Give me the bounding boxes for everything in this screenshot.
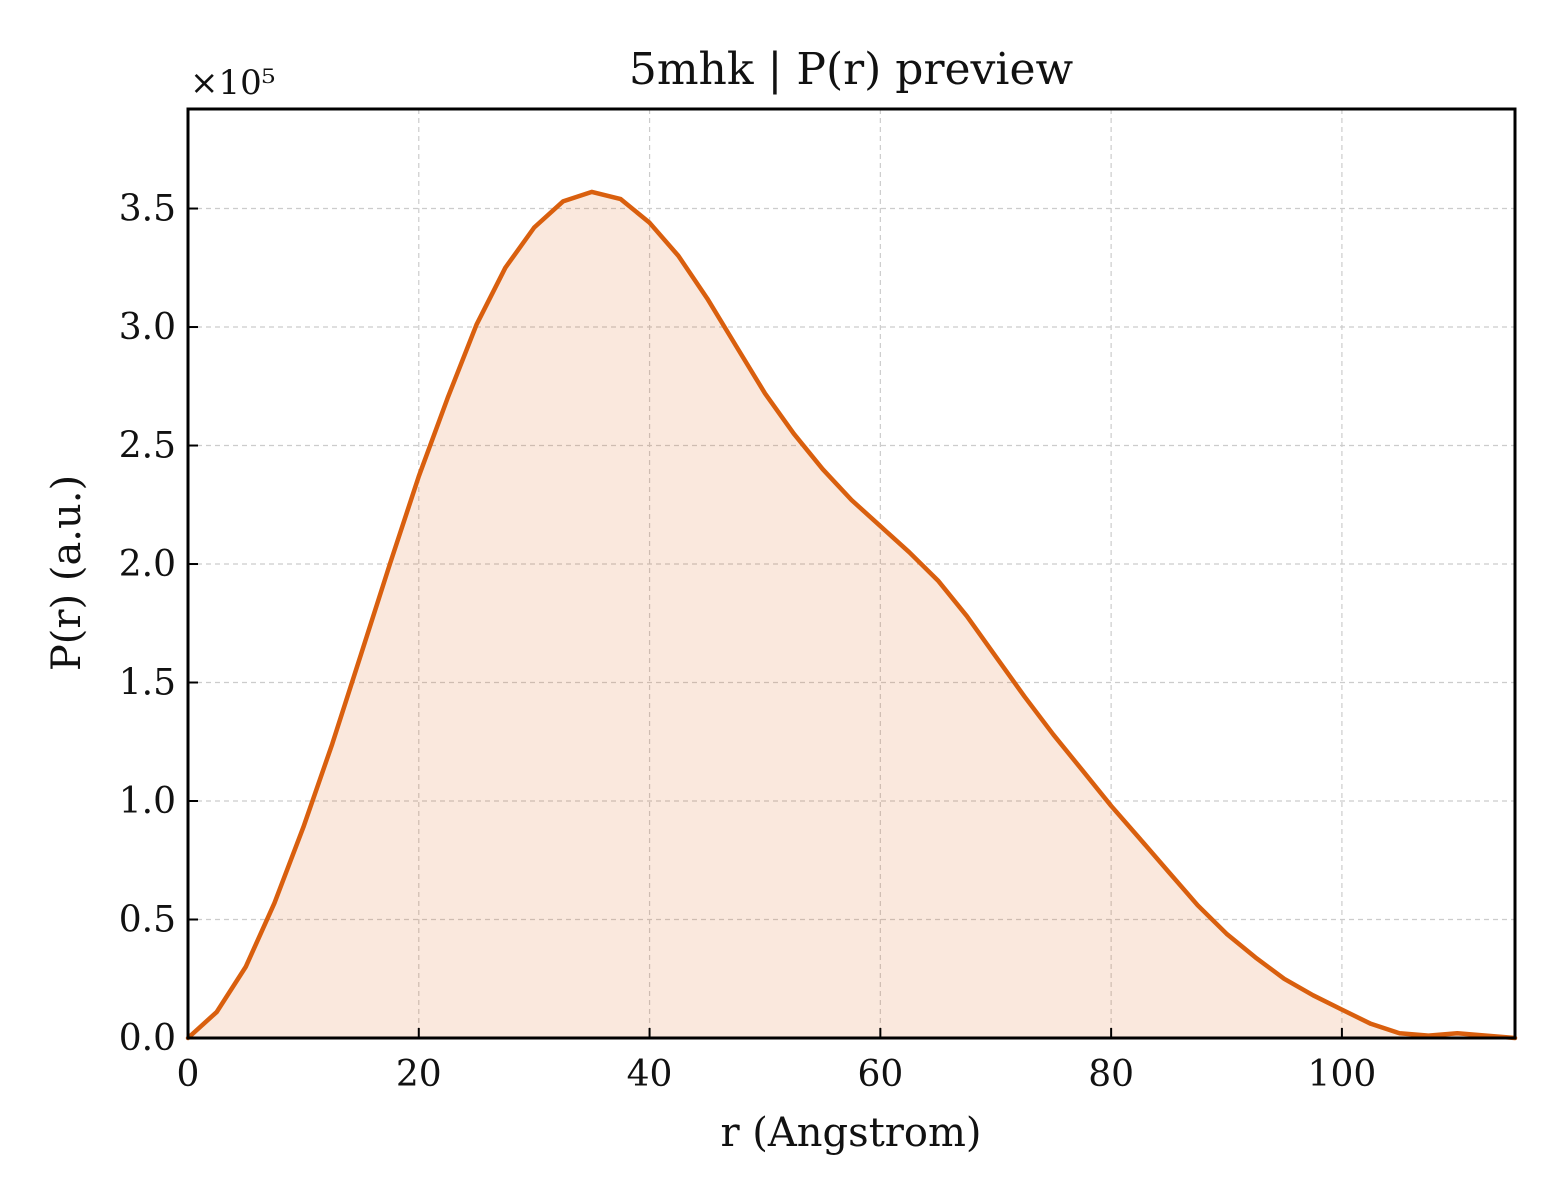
- y-axis-label: P(r) (a.u.): [44, 475, 90, 671]
- data-line: [185, 189, 1518, 1041]
- ticks: 0 20 40 60 80 100 0.0 0.5 1.0 1.5 2.0 2.5 3.0 3.5: [119, 189, 1377, 1095]
- y-scale-factor: ×10⁵: [190, 63, 275, 103]
- y-tick-label: 1.0: [119, 781, 176, 822]
- y-tick-label: 2.0: [119, 544, 176, 585]
- x-tick-label: 80: [1088, 1054, 1134, 1095]
- y-tick-label: 3.0: [119, 307, 176, 348]
- y-tick-label: 3.5: [119, 189, 176, 230]
- plot-frame: [186, 107, 1517, 1040]
- x-axis-label: r (Angstrom): [720, 1110, 981, 1156]
- y-tick-label: 0.5: [119, 900, 176, 941]
- x-tick-label: 0: [177, 1054, 200, 1095]
- chart-title: 5mhk | P(r) preview: [629, 44, 1074, 95]
- x-tick-label: 60: [857, 1054, 903, 1095]
- y-tick-label: 0.0: [119, 1018, 176, 1059]
- x-tick-label: 20: [396, 1054, 442, 1095]
- x-tick-label: 40: [627, 1054, 673, 1095]
- x-tick-label: 100: [1308, 1054, 1377, 1095]
- grid: [188, 109, 1515, 1038]
- y-tick-label: 1.5: [119, 663, 176, 704]
- area-fill: [188, 191, 1515, 1038]
- y-tick-label: 2.5: [119, 426, 176, 467]
